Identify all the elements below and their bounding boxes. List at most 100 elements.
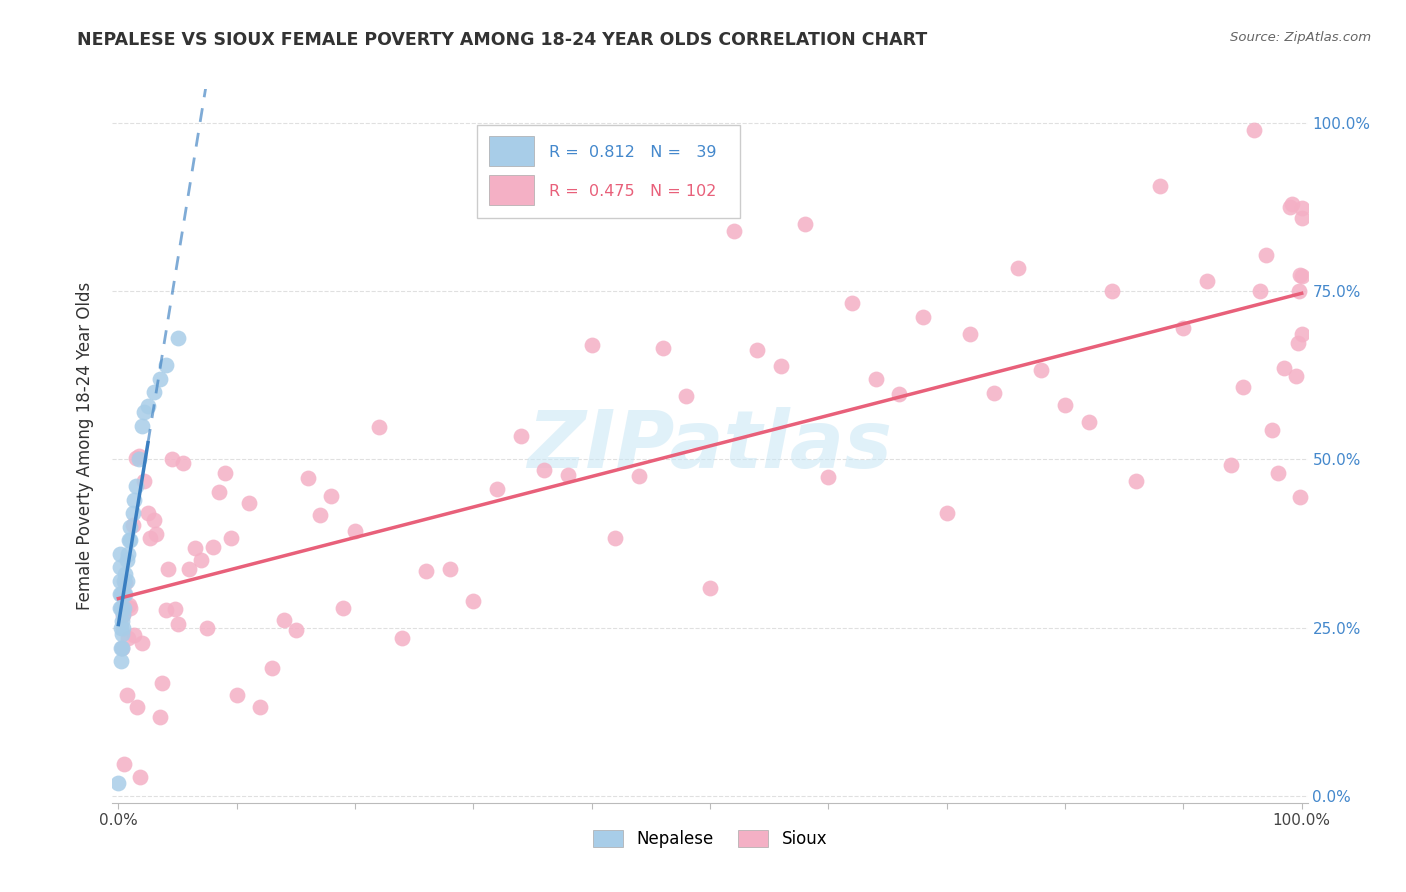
Point: [145, 527, 167, 541]
Point: [108, 600, 131, 615]
Point: [793, 217, 815, 231]
Point: [1249, 284, 1271, 298]
Point: [128, 770, 150, 784]
Point: [415, 564, 437, 578]
Point: [108, 547, 131, 561]
Point: [273, 613, 295, 627]
Point: [651, 342, 673, 356]
Point: [150, 675, 173, 690]
Point: [1272, 361, 1295, 376]
Point: [486, 482, 509, 496]
Point: [367, 420, 389, 434]
Point: [723, 224, 745, 238]
Point: [114, 575, 136, 590]
Point: [142, 385, 165, 400]
Point: [136, 399, 159, 413]
Point: [262, 661, 284, 675]
Point: [628, 469, 651, 483]
Point: [160, 452, 183, 467]
Point: [817, 470, 839, 484]
Point: [439, 561, 461, 575]
Point: [1285, 369, 1308, 384]
Point: [321, 489, 343, 503]
Legend: Nepalese, Sioux: Nepalese, Sioux: [586, 823, 834, 855]
Text: R =  0.812   N =   39: R = 0.812 N = 39: [548, 145, 716, 160]
Point: [128, 452, 150, 467]
Point: [136, 506, 159, 520]
Point: [202, 541, 225, 555]
Point: [172, 456, 194, 470]
Point: [1077, 415, 1099, 429]
Point: [111, 640, 134, 655]
Point: [1291, 326, 1313, 341]
Point: [121, 518, 143, 533]
Point: [118, 598, 141, 612]
Point: [1291, 268, 1313, 283]
Point: [1291, 201, 1313, 215]
Point: [219, 531, 242, 545]
Point: [112, 607, 135, 622]
Point: [1173, 321, 1195, 335]
Point: [463, 593, 485, 607]
Point: [297, 471, 319, 485]
Point: [108, 574, 131, 588]
Text: ZIPatlas: ZIPatlas: [527, 407, 893, 485]
Point: [238, 496, 260, 510]
Y-axis label: Female Poverty Among 18-24 Year Olds: Female Poverty Among 18-24 Year Olds: [76, 282, 94, 610]
Point: [308, 508, 330, 522]
Point: [112, 587, 135, 601]
Point: [344, 524, 367, 538]
Point: [1125, 474, 1147, 488]
Point: [166, 617, 188, 632]
Point: [533, 462, 555, 476]
Point: [134, 405, 156, 419]
Point: [179, 562, 201, 576]
Point: [1289, 490, 1312, 504]
Point: [127, 699, 149, 714]
Point: [769, 359, 792, 373]
Point: [122, 492, 145, 507]
Point: [115, 553, 138, 567]
Point: [1007, 261, 1029, 276]
Point: [111, 627, 134, 641]
Point: [155, 358, 177, 372]
Point: [131, 636, 153, 650]
Point: [391, 631, 413, 645]
Point: [1219, 458, 1241, 473]
Point: [120, 533, 142, 548]
Text: NEPALESE VS SIOUX FEMALE POVERTY AMONG 18-24 YEAR OLDS CORRELATION CHART: NEPALESE VS SIOUX FEMALE POVERTY AMONG 1…: [77, 31, 928, 49]
Point: [581, 338, 603, 352]
Point: [841, 296, 863, 310]
Point: [1031, 363, 1053, 377]
Point: [911, 310, 934, 324]
Point: [125, 450, 148, 465]
Point: [110, 587, 132, 601]
Point: [1288, 285, 1310, 299]
Point: [112, 757, 135, 772]
Point: [284, 624, 307, 638]
Point: [1261, 424, 1284, 438]
Point: [110, 640, 132, 655]
Point: [122, 628, 145, 642]
Point: [184, 541, 207, 555]
Point: [1267, 466, 1289, 480]
Point: [114, 566, 136, 581]
Point: [165, 602, 187, 616]
Text: Source: ZipAtlas.com: Source: ZipAtlas.com: [1230, 31, 1371, 45]
Point: [214, 466, 236, 480]
Point: [889, 386, 911, 401]
Point: [865, 372, 887, 386]
Point: [509, 429, 531, 443]
Point: [118, 533, 141, 548]
Point: [139, 531, 162, 545]
Point: [249, 700, 271, 714]
Point: [190, 553, 212, 567]
Point: [1101, 284, 1123, 298]
Point: [142, 513, 165, 527]
Point: [111, 600, 134, 615]
Point: [110, 655, 132, 669]
Point: [112, 608, 135, 623]
Point: [111, 640, 134, 655]
Point: [208, 484, 231, 499]
Point: [120, 600, 142, 615]
